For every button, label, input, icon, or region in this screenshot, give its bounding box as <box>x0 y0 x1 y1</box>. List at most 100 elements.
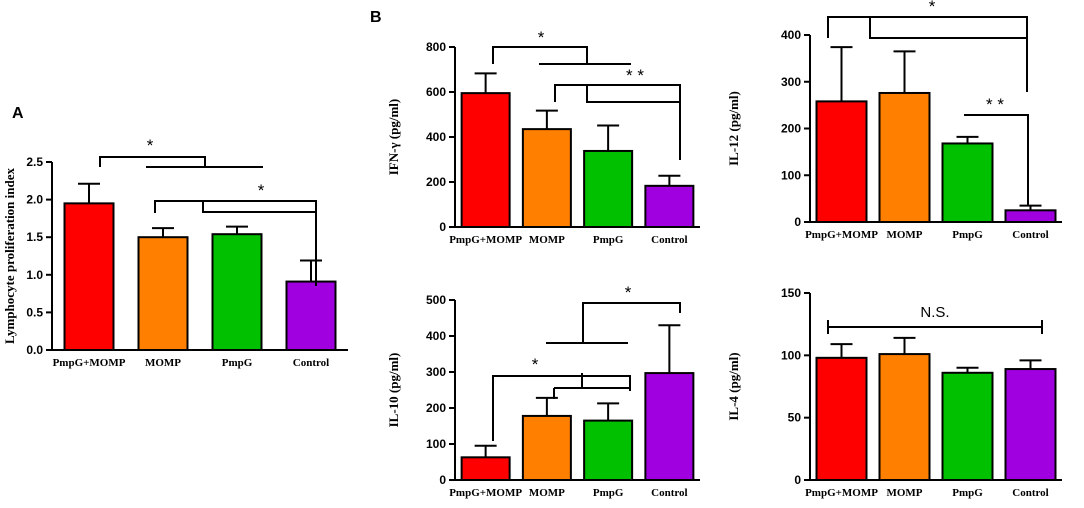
panel-label-a: A <box>12 105 24 122</box>
bar-control <box>1004 368 1057 481</box>
significance-star: * * <box>626 66 644 85</box>
significance-star: * * <box>986 95 1004 114</box>
y-tick-label: 0 <box>439 220 446 234</box>
bar-pmpg-momp <box>460 456 511 482</box>
chart-il4: 0 50 100 150 IL-4 (pg/ml) PmpG+MOMP MOMP PmpG Co… <box>726 286 1062 499</box>
y-tick-label: 1.5 <box>26 230 43 244</box>
significance-bracket <box>554 84 680 103</box>
significance-star: * <box>538 28 545 47</box>
x-tick-label: MOMP <box>529 234 565 246</box>
y-tick-label: 300 <box>781 75 801 89</box>
y-tick-label: 2.5 <box>26 155 43 169</box>
y-axis-title: IL-4 (pg/ml) <box>726 352 741 420</box>
bar-momp <box>878 353 931 481</box>
y-tick-label: 0.5 <box>26 305 43 319</box>
significance-bracket <box>964 114 1029 205</box>
significance-bracket <box>154 200 316 213</box>
y-axis-title: IL-10 (pg/ml) <box>386 353 401 428</box>
x-tick-label: MOMP <box>886 229 922 241</box>
chart-il10: 0 100 200 300 400 500 IL-10 (pg/ml) PmpG+MOMP MO… <box>386 283 700 499</box>
y-tick-label: 1.0 <box>26 268 43 282</box>
significance-bracket <box>492 46 588 64</box>
x-tick-label: PmpG <box>952 487 983 499</box>
y-tick-label: 100 <box>781 348 801 362</box>
bar-control <box>1004 209 1057 223</box>
x-tick-label: Control <box>1012 487 1048 499</box>
y-tick-label: 0 <box>794 473 801 487</box>
bar-pmpg-momp <box>815 356 868 481</box>
bar-control <box>644 372 695 481</box>
y-tick-label: 2.0 <box>26 193 43 207</box>
significance-star: * <box>258 181 265 200</box>
x-tick-label: Control <box>651 234 687 246</box>
x-tick-label: PmpG+MOMP <box>449 487 522 499</box>
y-tick-label: 200 <box>426 175 446 189</box>
x-tick-label: PmpG <box>952 229 983 241</box>
x-tick-label: PmpG+MOMP <box>53 357 126 369</box>
significance-bracket <box>587 84 681 160</box>
bar-pmpg <box>583 149 634 228</box>
chart-ifng: 0 200 400 600 800 IFN-γ (pg/ml) PmpG+MOMP MOMP P… <box>386 28 700 246</box>
y-tick-label: 100 <box>426 437 446 451</box>
x-tick-label: Control <box>293 357 329 369</box>
bar-pmpg <box>583 419 634 482</box>
y-tick-label: 200 <box>426 401 446 415</box>
significance-bracket <box>827 16 1027 39</box>
y-tick-label: 800 <box>426 40 446 54</box>
y-tick-label: 400 <box>781 28 801 42</box>
x-tick-label: PmpG+MOMP <box>449 234 522 246</box>
y-tick-label: 150 <box>781 286 801 300</box>
bar-momp <box>521 128 572 228</box>
y-tick-label: 100 <box>781 168 801 182</box>
x-tick-label: MOMP <box>886 487 922 499</box>
y-tick-label: 500 <box>426 293 446 307</box>
bar-pmpg <box>941 371 994 481</box>
x-tick-label: PmpG <box>222 357 253 369</box>
x-tick-label: PmpG+MOMP <box>805 487 878 499</box>
x-tick-label: Control <box>651 487 687 499</box>
y-axis-title: IFN-γ (pg/ml) <box>386 99 401 176</box>
bar-momp <box>521 414 572 482</box>
bar-pmpg <box>211 233 263 351</box>
significance-bracket <box>99 156 206 167</box>
bar-control <box>285 280 337 351</box>
chart-group: 0.0 0.5 1.0 1.5 2.0 2.5 Lymphocyte proliferati… <box>2 0 1062 499</box>
y-tick-label: 50 <box>788 411 802 425</box>
y-tick-label: 400 <box>426 329 446 343</box>
y-tick-label: 300 <box>426 365 446 379</box>
y-axis-title: IL-12 (pg/ml) <box>726 91 741 166</box>
significance-bracket <box>203 200 317 286</box>
y-tick-label: 0 <box>794 215 801 229</box>
significance-ns-label: N.S. <box>920 304 949 321</box>
y-tick-label: 600 <box>426 85 446 99</box>
bar-momp <box>878 91 931 223</box>
x-tick-label: MOMP <box>529 487 565 499</box>
chart-il12: 0 100 200 300 400 IL-12 (pg/ml) PmpG+MOMP MOMP P… <box>726 0 1062 241</box>
chart-lymph: 0.0 0.5 1.0 1.5 2.0 2.5 Lymphocyte proliferati… <box>2 136 348 369</box>
x-tick-label: PmpG <box>593 487 624 499</box>
y-tick-label: 0.0 <box>26 343 43 357</box>
significance-star: * <box>147 136 154 155</box>
x-tick-label: PmpG+MOMP <box>805 229 878 241</box>
panel-label-b: B <box>370 9 382 26</box>
bar-control <box>644 184 695 228</box>
significance-bracket <box>582 302 681 343</box>
bar-momp <box>137 236 189 351</box>
y-axis-title: Lymphocyte proliferation index <box>2 168 17 344</box>
y-tick-label: 400 <box>426 130 446 144</box>
x-tick-label: MOMP <box>145 357 181 369</box>
significance-bracket <box>492 375 631 441</box>
significance-star: * <box>929 0 936 16</box>
y-tick-label: 200 <box>781 122 801 136</box>
significance-star: * <box>625 283 632 302</box>
x-tick-label: Control <box>1012 229 1048 241</box>
bar-pmpg <box>941 142 994 224</box>
bar-pmpg-momp <box>63 202 115 351</box>
bar-pmpg-momp <box>460 92 511 228</box>
bar-pmpg-momp <box>815 100 868 223</box>
x-tick-label: PmpG <box>593 234 624 246</box>
significance-star: * <box>532 355 539 374</box>
y-tick-label: 0 <box>439 473 446 487</box>
significance-bracket <box>870 16 1028 92</box>
